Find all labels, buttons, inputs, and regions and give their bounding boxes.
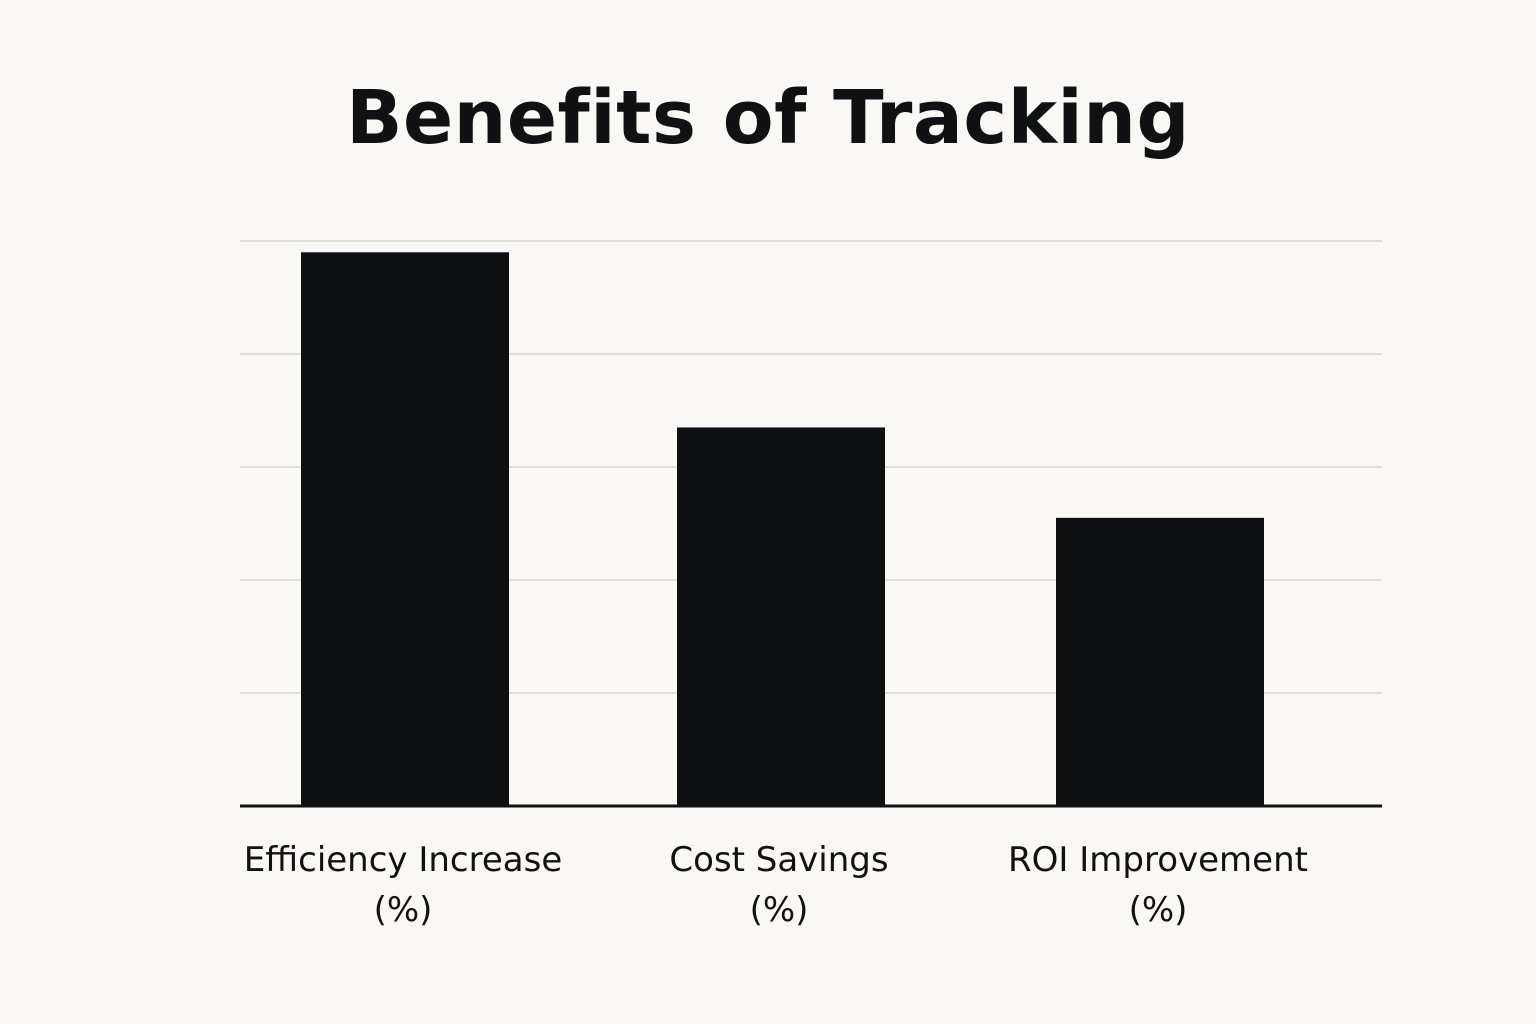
category-label: (%) bbox=[1129, 890, 1188, 930]
category-label: ROI Improvement bbox=[1008, 840, 1308, 880]
chart-title: Benefits of Tracking bbox=[346, 75, 1190, 161]
category-label: Cost Savings bbox=[669, 840, 888, 880]
bar bbox=[677, 427, 885, 806]
bar bbox=[301, 252, 509, 807]
category-label: (%) bbox=[374, 890, 433, 930]
bar bbox=[1056, 517, 1264, 806]
bars bbox=[301, 252, 1264, 807]
category-label: Efficiency Increase bbox=[244, 840, 562, 880]
category-labels: Efficiency Increase (%) Cost Savings (%) ROI… bbox=[244, 840, 1308, 930]
category-label: (%) bbox=[750, 890, 809, 930]
